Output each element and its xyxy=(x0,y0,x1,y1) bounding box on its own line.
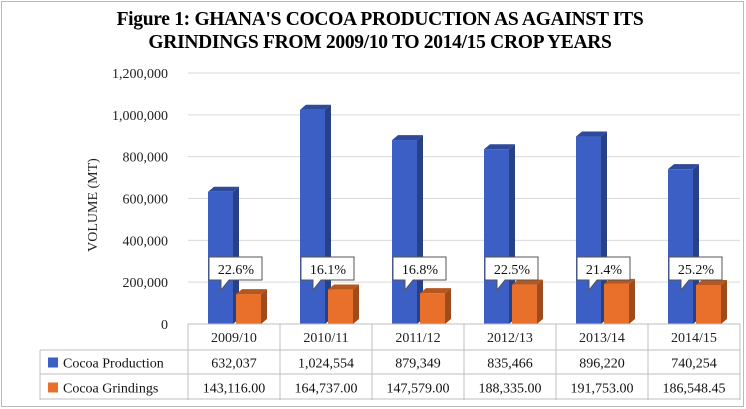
bar-side xyxy=(445,288,451,324)
bar-front xyxy=(512,284,537,324)
callout-2014/15: 25.2% xyxy=(668,256,723,292)
bar-side xyxy=(721,279,727,324)
legend-label: Cocoa Grindings xyxy=(63,382,158,397)
bars xyxy=(208,104,727,325)
bar-top xyxy=(668,164,699,170)
y-tick-label: 600,000 xyxy=(123,193,169,208)
bar-top xyxy=(300,104,331,110)
y-tick-label: 200,000 xyxy=(123,276,169,291)
legend-swatch xyxy=(48,357,58,368)
bar-top xyxy=(328,284,359,290)
bar-side xyxy=(629,278,635,324)
bar-top xyxy=(512,279,543,285)
table-cell: 1,024,554 xyxy=(298,357,354,372)
bar-grindings-2014/15 xyxy=(696,279,727,324)
bar-front xyxy=(328,289,353,324)
y-tick-label: 400,000 xyxy=(123,234,169,249)
table-cell: 191,753.00 xyxy=(571,382,634,397)
table-cell: 896,220 xyxy=(579,357,625,372)
callout-label: 22.6% xyxy=(218,263,255,278)
y-axis-ticks: 1,200,000 1,000,000 800,000 600,000 400,000 2… xyxy=(112,67,168,333)
bar-top xyxy=(236,289,267,295)
table-cell: 147,579.00 xyxy=(387,382,450,397)
bar-front xyxy=(484,149,509,324)
callout-2009/10: 22.6% xyxy=(208,256,263,292)
bar-production-2013/14 xyxy=(576,131,607,324)
category-label: 2014/15 xyxy=(671,331,717,346)
category-label: 2012/13 xyxy=(487,331,533,346)
data-table: 2009/10 2010/11 2011/12 2012/13 2013/14 2014/… xyxy=(39,323,741,400)
table-cell: 879,349 xyxy=(395,357,441,372)
bar-top xyxy=(696,279,727,285)
bar-grindings-2009/10 xyxy=(236,289,267,324)
callout-box xyxy=(392,256,447,292)
bar-top xyxy=(484,144,515,150)
bar-side xyxy=(233,186,239,324)
callout-2013/14: 21.4% xyxy=(576,256,631,292)
callout-2011/12: 16.8% xyxy=(392,256,447,292)
y-tick-label: 800,000 xyxy=(123,151,169,166)
bar-front xyxy=(392,140,417,324)
y-tick-label: 1,200,000 xyxy=(112,67,168,82)
bar-front xyxy=(604,283,629,324)
bar-production-2011/12 xyxy=(392,135,423,324)
bar-top xyxy=(576,131,607,137)
bar-production-2012/13 xyxy=(484,144,515,324)
callout-box xyxy=(484,256,539,292)
table-cell: 164,737.00 xyxy=(295,382,358,397)
bar-front xyxy=(696,284,721,324)
category-label: 2013/14 xyxy=(579,331,625,346)
callout-label: 22.5% xyxy=(494,263,531,278)
chart-title: Figure 1: GHANA'S COCOA PRODUCTION AS AG… xyxy=(60,8,700,54)
callout-label: 16.1% xyxy=(310,263,347,278)
bar-top xyxy=(392,135,423,141)
legend-label: Cocoa Production xyxy=(63,357,164,372)
category-label: 2009/10 xyxy=(211,331,257,346)
bar-grindings-2011/12 xyxy=(420,288,451,324)
chart-title-line-2: GRINDINGS FROM 2009/10 TO 2014/15 CROP Y… xyxy=(148,32,612,53)
callout-label: 21.4% xyxy=(586,263,623,278)
bar-production-2009/10 xyxy=(208,186,239,324)
callout-box xyxy=(300,256,355,292)
bar-production-2010/11 xyxy=(300,104,331,325)
bar-side xyxy=(353,284,359,324)
bar-grindings-2010/11 xyxy=(328,284,359,324)
table-cell: 835,466 xyxy=(487,357,533,372)
callout-box xyxy=(576,256,631,292)
bar-grindings-2012/13 xyxy=(512,279,543,324)
table-cell: 740,254 xyxy=(671,357,717,372)
bar-front xyxy=(668,169,693,324)
category-label: 2011/12 xyxy=(395,331,440,346)
gridlines xyxy=(188,72,740,325)
bar-production-2014/15 xyxy=(668,164,699,324)
bar-front xyxy=(300,109,325,325)
bar-side xyxy=(261,289,267,324)
bar-grindings-2013/14 xyxy=(604,278,635,324)
table-cell: 188,335.00 xyxy=(479,382,542,397)
callout-label: 25.2% xyxy=(678,263,715,278)
callout-box xyxy=(668,256,723,292)
y-axis-label: VOLUME (MT) xyxy=(86,158,101,252)
table-cell: 143,116.00 xyxy=(203,382,265,397)
bar-front xyxy=(576,136,601,324)
y-tick-label: 0 xyxy=(161,318,168,333)
callout-box xyxy=(208,256,263,292)
y-tick-label: 1,000,000 xyxy=(112,109,168,124)
callout-label: 16.8% xyxy=(402,263,439,278)
bar-top xyxy=(420,288,451,294)
bar-front xyxy=(420,293,445,324)
callouts: 22.6% 16.1% 16.8% 22.5% 21.4% 25.2% xyxy=(208,256,723,292)
bar-front xyxy=(236,294,261,324)
category-label: 2010/11 xyxy=(303,331,348,346)
table-cell: 186,548.45 xyxy=(663,382,726,397)
table-cell: 632,037 xyxy=(211,357,257,372)
legend-swatch xyxy=(48,382,58,393)
callout-2012/13: 22.5% xyxy=(484,256,539,292)
callout-2010/11: 16.1% xyxy=(300,256,355,292)
chart-title-line-1: Figure 1: GHANA'S COCOA PRODUCTION AS AG… xyxy=(116,9,644,30)
bar-top xyxy=(208,186,239,192)
bar-side xyxy=(537,279,543,324)
